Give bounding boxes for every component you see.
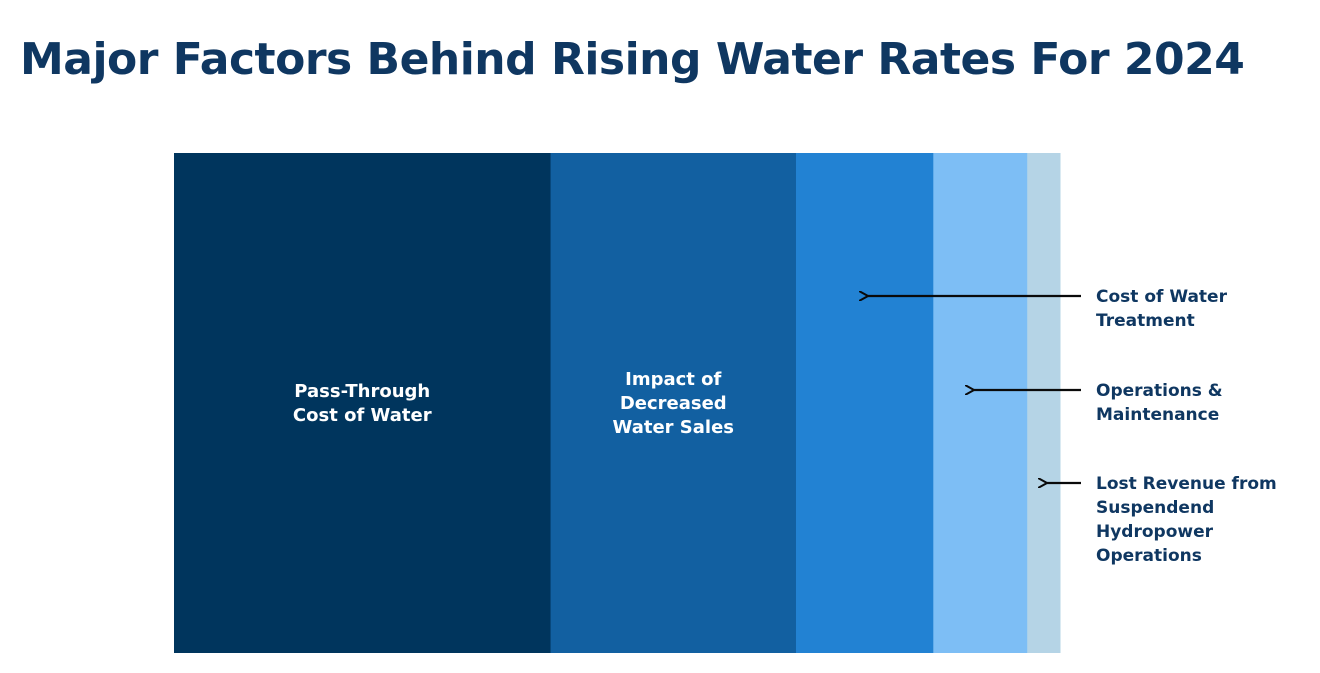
bar-segment-cost-of-water-treatment: [795, 153, 934, 653]
bar-segments: [174, 153, 1061, 653]
callout-label-cost-of-water-treatment: Cost of Water Treatment: [1096, 287, 1228, 331]
segment-label-impact-of-decreased-water-sales: Impact of Decreased Water Sales: [612, 369, 734, 438]
bar-segment-impact-of-decreased-water-sales: [550, 153, 797, 653]
segment-label-pass-through-cost-of-water: Pass-Through Cost of Water: [293, 381, 432, 426]
segment-labels: Pass-Through Cost of Water Impact of Decrea…: [293, 369, 734, 438]
chart-title: Major Factors Behind Rising Water Rates …: [20, 34, 1245, 85]
bar-segment-pass-through-cost-of-water: [174, 153, 552, 653]
callout-annotations: Cost of Water Treatment Operations & Mainte…: [868, 287, 1277, 566]
bar-segment-lost-revenue-from-suspendend-hydropower-operations: [1027, 153, 1061, 653]
bar-segment-operations-and-maintenance: [933, 153, 1028, 653]
callout-label-operations-and-maintenance: Operations & Maintenance: [1096, 381, 1223, 425]
callout-label-lost-revenue-from-suspendend-hydropower-operations: Lost Revenue from Suspendend Hydropower Ope…: [1096, 474, 1277, 566]
